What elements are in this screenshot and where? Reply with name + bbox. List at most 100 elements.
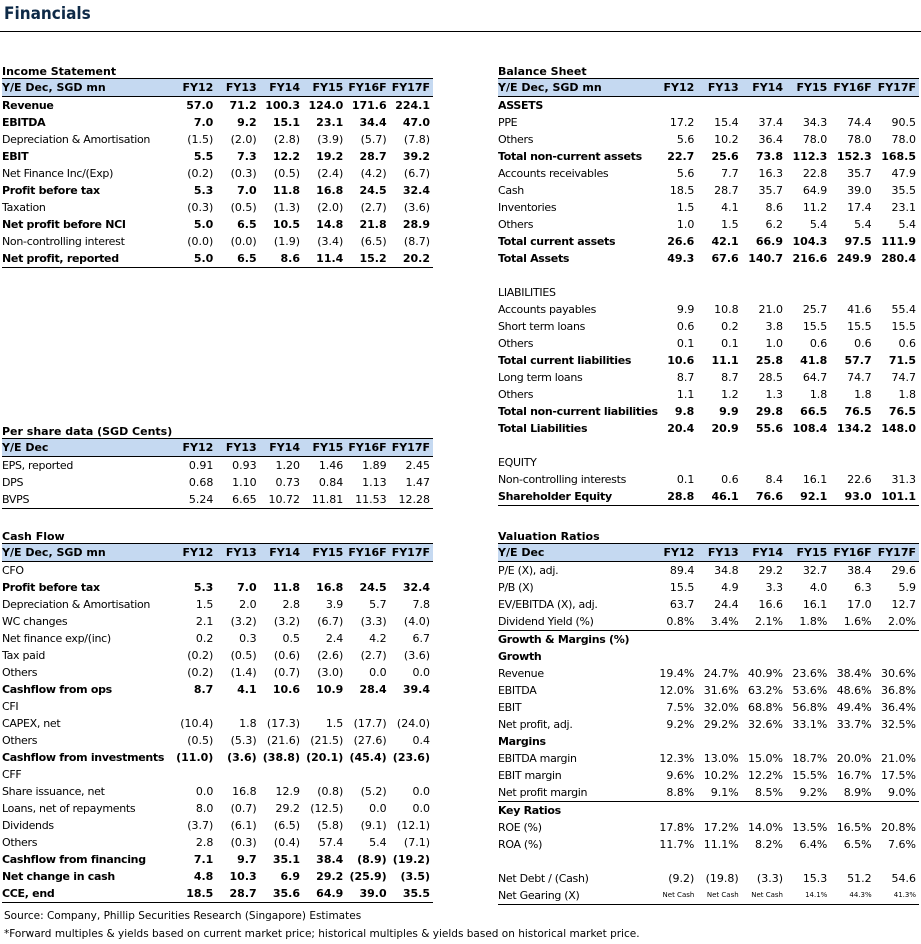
row-value: (20.1) (306, 751, 344, 764)
row-value (830, 267, 874, 284)
row-value: 15.2 (346, 250, 390, 268)
title-divider (0, 31, 921, 32)
table-row: Depreciation & Amortisation 1.5 2.0 2.8 3.9 5… (2, 596, 433, 613)
row-value: 171.6 (351, 99, 387, 112)
row-value: 51.2 (847, 872, 872, 885)
row-value: (1.5) (187, 133, 214, 146)
row-value: 2.8 (282, 598, 300, 611)
row-value: 36.4 (758, 133, 783, 146)
row-value: 46.1 (697, 488, 742, 506)
row-value: 6.5 (216, 250, 260, 268)
row-value: 25.6 (711, 150, 739, 163)
row-value: 15.0% (748, 752, 783, 765)
header-label: Y/E Dec (2, 438, 173, 457)
row-value: 0.8% (653, 613, 698, 631)
row-value: 1.3 (765, 388, 783, 401)
row-value: 57.4 (318, 836, 344, 849)
header-year: FY15 (302, 543, 347, 562)
row-value: 7.6% (888, 838, 916, 851)
table-row: EBITDA margin 12.3% 13.0% 15.0% 18.7% 20.0% 21… (498, 750, 919, 767)
row-value (697, 631, 741, 649)
row-value: 29.6 (891, 564, 917, 577)
table-row: Inventories 1.5 4.1 8.6 11.2 17.4 23.1 (498, 199, 919, 216)
row-value: 54.6 (891, 872, 917, 885)
row-value (653, 267, 697, 284)
row-label: Key Ratios (498, 804, 561, 817)
table-row: Cashflow from ops 8.7 4.1 10.6 10.9 28.4 39.4 (2, 681, 433, 698)
row-value: 1.47 (405, 476, 431, 489)
row-label: Net profit, adj. (498, 718, 573, 731)
row-value: (2.0) (230, 133, 257, 146)
row-value: 11.81 (302, 491, 347, 509)
pershare-table: Y/E Dec FY12 FY13 FY14 FY15 FY16F FY17F EPS, re… (2, 438, 433, 509)
row-value: 5.7 (369, 598, 387, 611)
row-label: Cashflow from ops (2, 683, 112, 696)
row-label: Net profit margin (498, 784, 653, 802)
row-label: Long term loans (498, 371, 583, 384)
row-value: 2.4 (325, 632, 344, 645)
row-label: PPE (498, 116, 518, 129)
row-value: (2.7) (360, 649, 387, 662)
row-label: Net profit, reported (2, 250, 173, 268)
row-value: 1.8 (239, 717, 257, 730)
row-value (653, 648, 697, 665)
row-value: 36.4% (881, 701, 916, 714)
row-value: 10.72 (259, 491, 303, 509)
row-value: 12.7 (891, 598, 917, 611)
row-value: 14.8 (316, 218, 344, 231)
row-value: 12.28 (389, 491, 433, 509)
row-label: Cashflow from investments (2, 751, 165, 764)
row-value: 5.0 (173, 250, 217, 268)
row-value (830, 437, 874, 454)
row-value: 148.0 (881, 422, 916, 435)
row-value: 23.6% (792, 667, 828, 680)
row-value (875, 733, 919, 750)
table-row: PPE 17.2 15.4 37.4 34.3 74.4 90.5 (498, 114, 919, 131)
row-value: 216.6 (792, 252, 828, 265)
row-value: 64.9 (802, 184, 828, 197)
row-label: Profit before tax (2, 184, 100, 197)
row-value: 20.9 (711, 422, 739, 435)
row-value: (4.0) (403, 615, 430, 628)
row-value: 0.2 (195, 632, 214, 645)
row-value: Net Cash (653, 887, 698, 905)
row-label: CFI (2, 700, 19, 713)
row-value: 30.6% (881, 667, 916, 680)
page-title: Financials (4, 4, 91, 24)
row-value: 23.1 (891, 201, 917, 214)
row-value: 5.6 (676, 133, 695, 146)
row-value: 44.3% (830, 887, 875, 905)
section-title: Per share data (SGD Cents) (2, 425, 173, 438)
table-row: BVPS 5.24 6.65 10.72 11.81 11.53 12.28 (2, 491, 433, 509)
row-value: (3.6) (227, 751, 257, 764)
row-value: (3.9) (317, 133, 344, 146)
row-value: 0.6 (676, 320, 695, 333)
table-header-row: Y/E Dec FY12 FY13 FY14 FY15 FY16F FY17F (498, 543, 919, 562)
row-value: 12.0% (659, 684, 695, 697)
cash-flow-section: Cash Flow Y/E Dec, SGD mn FY12 FY13 FY14 FY15… (2, 530, 433, 903)
row-value: 11.1 (711, 354, 739, 367)
row-value: (19.8) (705, 872, 739, 885)
row-value: 29.8 (755, 405, 783, 418)
table-row: Total Assets 49.3 67.6 140.7 216.6 249.9 280.4 (498, 250, 919, 267)
row-value: (3.0) (317, 666, 344, 679)
row-value: (45.4) (349, 751, 387, 764)
row-value (653, 733, 697, 750)
row-value: 90.5 (891, 116, 917, 129)
row-label: CFF (2, 768, 22, 781)
row-value: 11.1% (703, 838, 739, 851)
header-year: FY13 (697, 78, 742, 97)
row-value: 73.8 (755, 150, 783, 163)
row-value: 78.0 (847, 133, 872, 146)
row-value: (0.5) (230, 649, 257, 662)
row-value: 0.84 (318, 476, 344, 489)
table-row: Profit before tax 5.3 7.0 11.8 16.8 24.5 32.4 (2, 182, 433, 199)
header-label: Y/E Dec, SGD mn (2, 78, 173, 97)
table-row: CCE, end 18.5 28.7 35.6 64.9 39.0 35.5 (2, 885, 433, 903)
row-value: 19.4% (659, 667, 695, 680)
row-value (830, 648, 874, 665)
row-label: EBITDA (2, 116, 46, 129)
row-value: 6.2 (765, 218, 783, 231)
row-label: Total current liabilities (498, 354, 632, 367)
header-year: FY14 (259, 543, 303, 562)
